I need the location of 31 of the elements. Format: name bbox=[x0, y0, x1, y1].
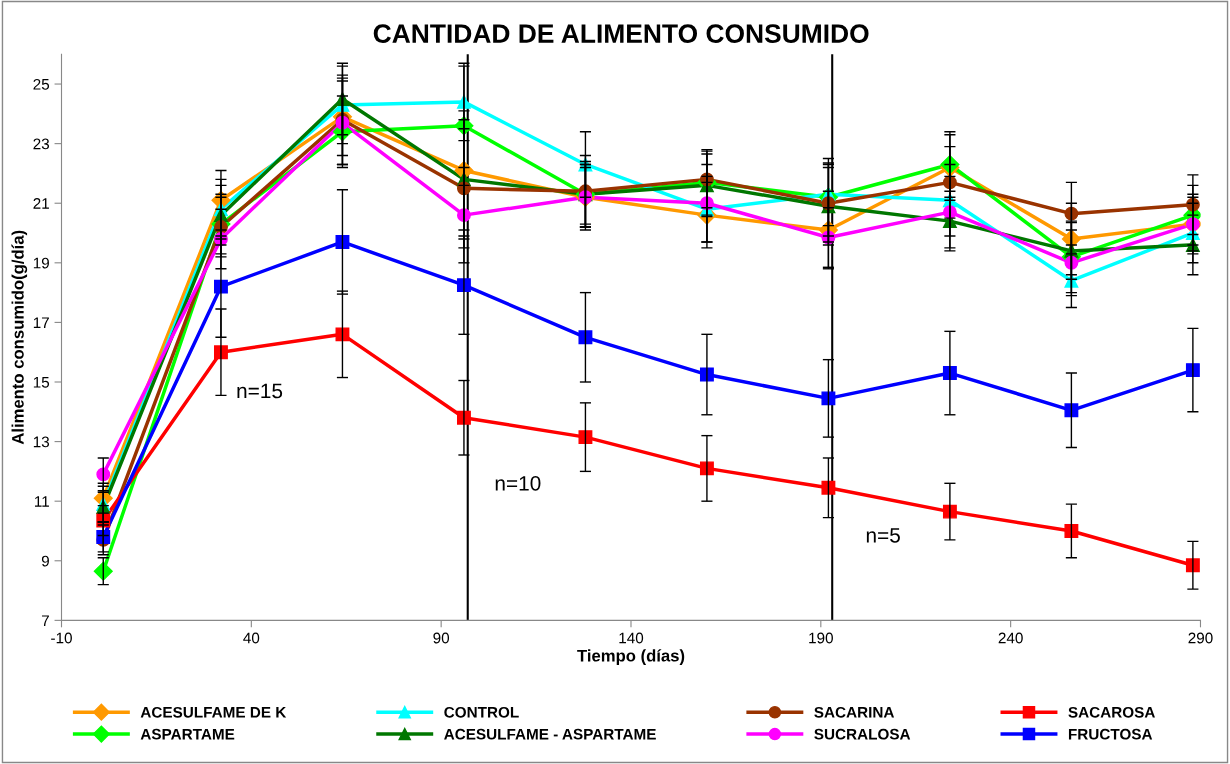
y-tick-label: 21 bbox=[33, 198, 49, 209]
legend-label: SACAROSA bbox=[1068, 706, 1155, 718]
y-tick-label: 25 bbox=[33, 78, 50, 90]
annotation: n=5 bbox=[866, 528, 900, 543]
chart-title: CANTIDAD DE ALIMENTO CONSUMIDO bbox=[373, 24, 869, 43]
x-tick-label: 290 bbox=[1188, 632, 1213, 644]
x-axis-title: Tiempo (días) bbox=[577, 649, 685, 665]
legend-label: ACESULFAME DE K bbox=[140, 706, 287, 718]
y-tick-label: 17 bbox=[33, 317, 49, 328]
y-tick-label: 13 bbox=[33, 436, 50, 448]
legend-label: SACARINA bbox=[814, 706, 895, 718]
y-tick-label: 11 bbox=[34, 496, 49, 507]
y-axis-title: Alimento consumido(g/día) bbox=[11, 230, 28, 445]
y-tick-label: 9 bbox=[41, 555, 49, 567]
legend-label: ASPARTAME bbox=[140, 728, 235, 740]
x-tick-label: 90 bbox=[433, 632, 450, 644]
y-tick-label: 15 bbox=[33, 377, 50, 388]
annotation: n=15 bbox=[237, 383, 283, 399]
annotation: n=10 bbox=[495, 475, 541, 491]
y-tick-label: 19 bbox=[33, 257, 49, 269]
legend-label: FRUCTOSA bbox=[1068, 728, 1153, 740]
x-tick-label: 190 bbox=[809, 632, 833, 644]
y-tick-label: 23 bbox=[33, 138, 50, 150]
x-tick-label: 140 bbox=[619, 632, 644, 644]
legend-label: ACESULFAME - ASPARTAME bbox=[444, 728, 656, 740]
legend-label: SUCRALOSA bbox=[814, 728, 911, 740]
x-tick-label: 40 bbox=[243, 632, 260, 644]
x-tick-label: -10 bbox=[51, 632, 72, 644]
legend-label: CONTROL bbox=[444, 706, 519, 718]
x-tick-label: 240 bbox=[998, 632, 1023, 644]
y-tick-label: 7 bbox=[41, 615, 49, 626]
